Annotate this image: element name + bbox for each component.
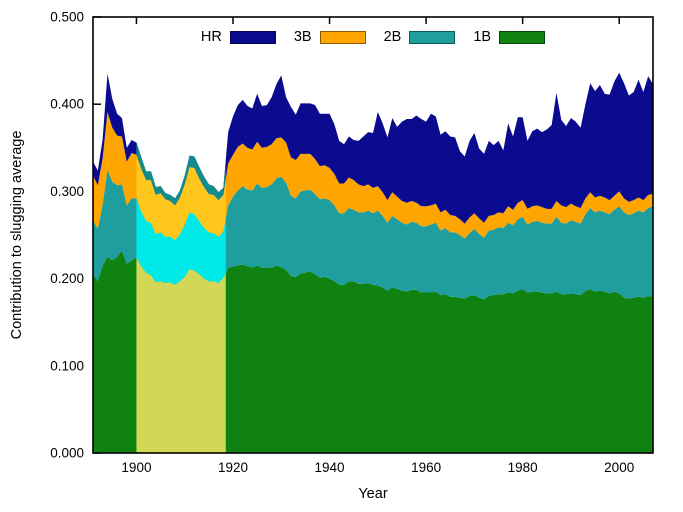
band-area-2B: [136, 198, 226, 285]
y-tick-label: 0.200: [50, 271, 84, 286]
y-tick-label: 0.400: [50, 97, 84, 112]
y-tick-label: 0.300: [50, 184, 84, 199]
band-area-HR: [136, 142, 226, 206]
plot-border: [92, 16, 654, 454]
highlight-band-areas: [136, 142, 226, 453]
x-tick-label: 1920: [218, 460, 248, 475]
y-tick-label: 0.100: [50, 358, 84, 373]
legend-swatch-3b-icon: [319, 30, 366, 44]
area-HR: [93, 72, 653, 224]
legend-entry-1b: 1B: [473, 28, 546, 45]
tick-labels: 1900 1920 1940 1960 1980 2000 0.000 0.100 0.200 0…: [50, 10, 634, 476]
stacked-areas: [93, 72, 653, 453]
x-tick-label: 1900: [121, 460, 151, 475]
band-area-1B: [136, 257, 226, 453]
x-tick-label: 1980: [508, 460, 538, 475]
legend-label-hr: HR: [200, 28, 222, 45]
band-area-3B: [136, 154, 226, 241]
legend-label-2b: 2B: [383, 28, 402, 45]
y-tick-label: 0.000: [50, 446, 84, 461]
legend-entry-2b: 2B: [383, 28, 456, 45]
legend-entry-3b: 3B: [293, 28, 366, 45]
area-2B: [93, 169, 653, 300]
legend-swatch-2b-icon: [409, 30, 456, 44]
legend-swatch-1b-icon: [499, 30, 546, 44]
area-1B: [93, 250, 653, 453]
y-tick-label: 0.500: [50, 10, 84, 25]
legend-swatch-hr-icon: [229, 30, 276, 44]
legend: HR 3B 2B 1B: [93, 29, 653, 45]
x-tick-label: 1940: [315, 460, 345, 475]
legend-label-3b: 3B: [293, 28, 312, 45]
y-axis-title: Contribution to slugging average: [9, 130, 25, 340]
x-tick-label: 1960: [411, 460, 441, 475]
legend-label-1b: 1B: [473, 28, 492, 45]
x-axis-title: Year: [358, 486, 388, 502]
legend-entry-hr: HR: [200, 28, 276, 45]
x-tick-label: 2000: [604, 460, 634, 475]
